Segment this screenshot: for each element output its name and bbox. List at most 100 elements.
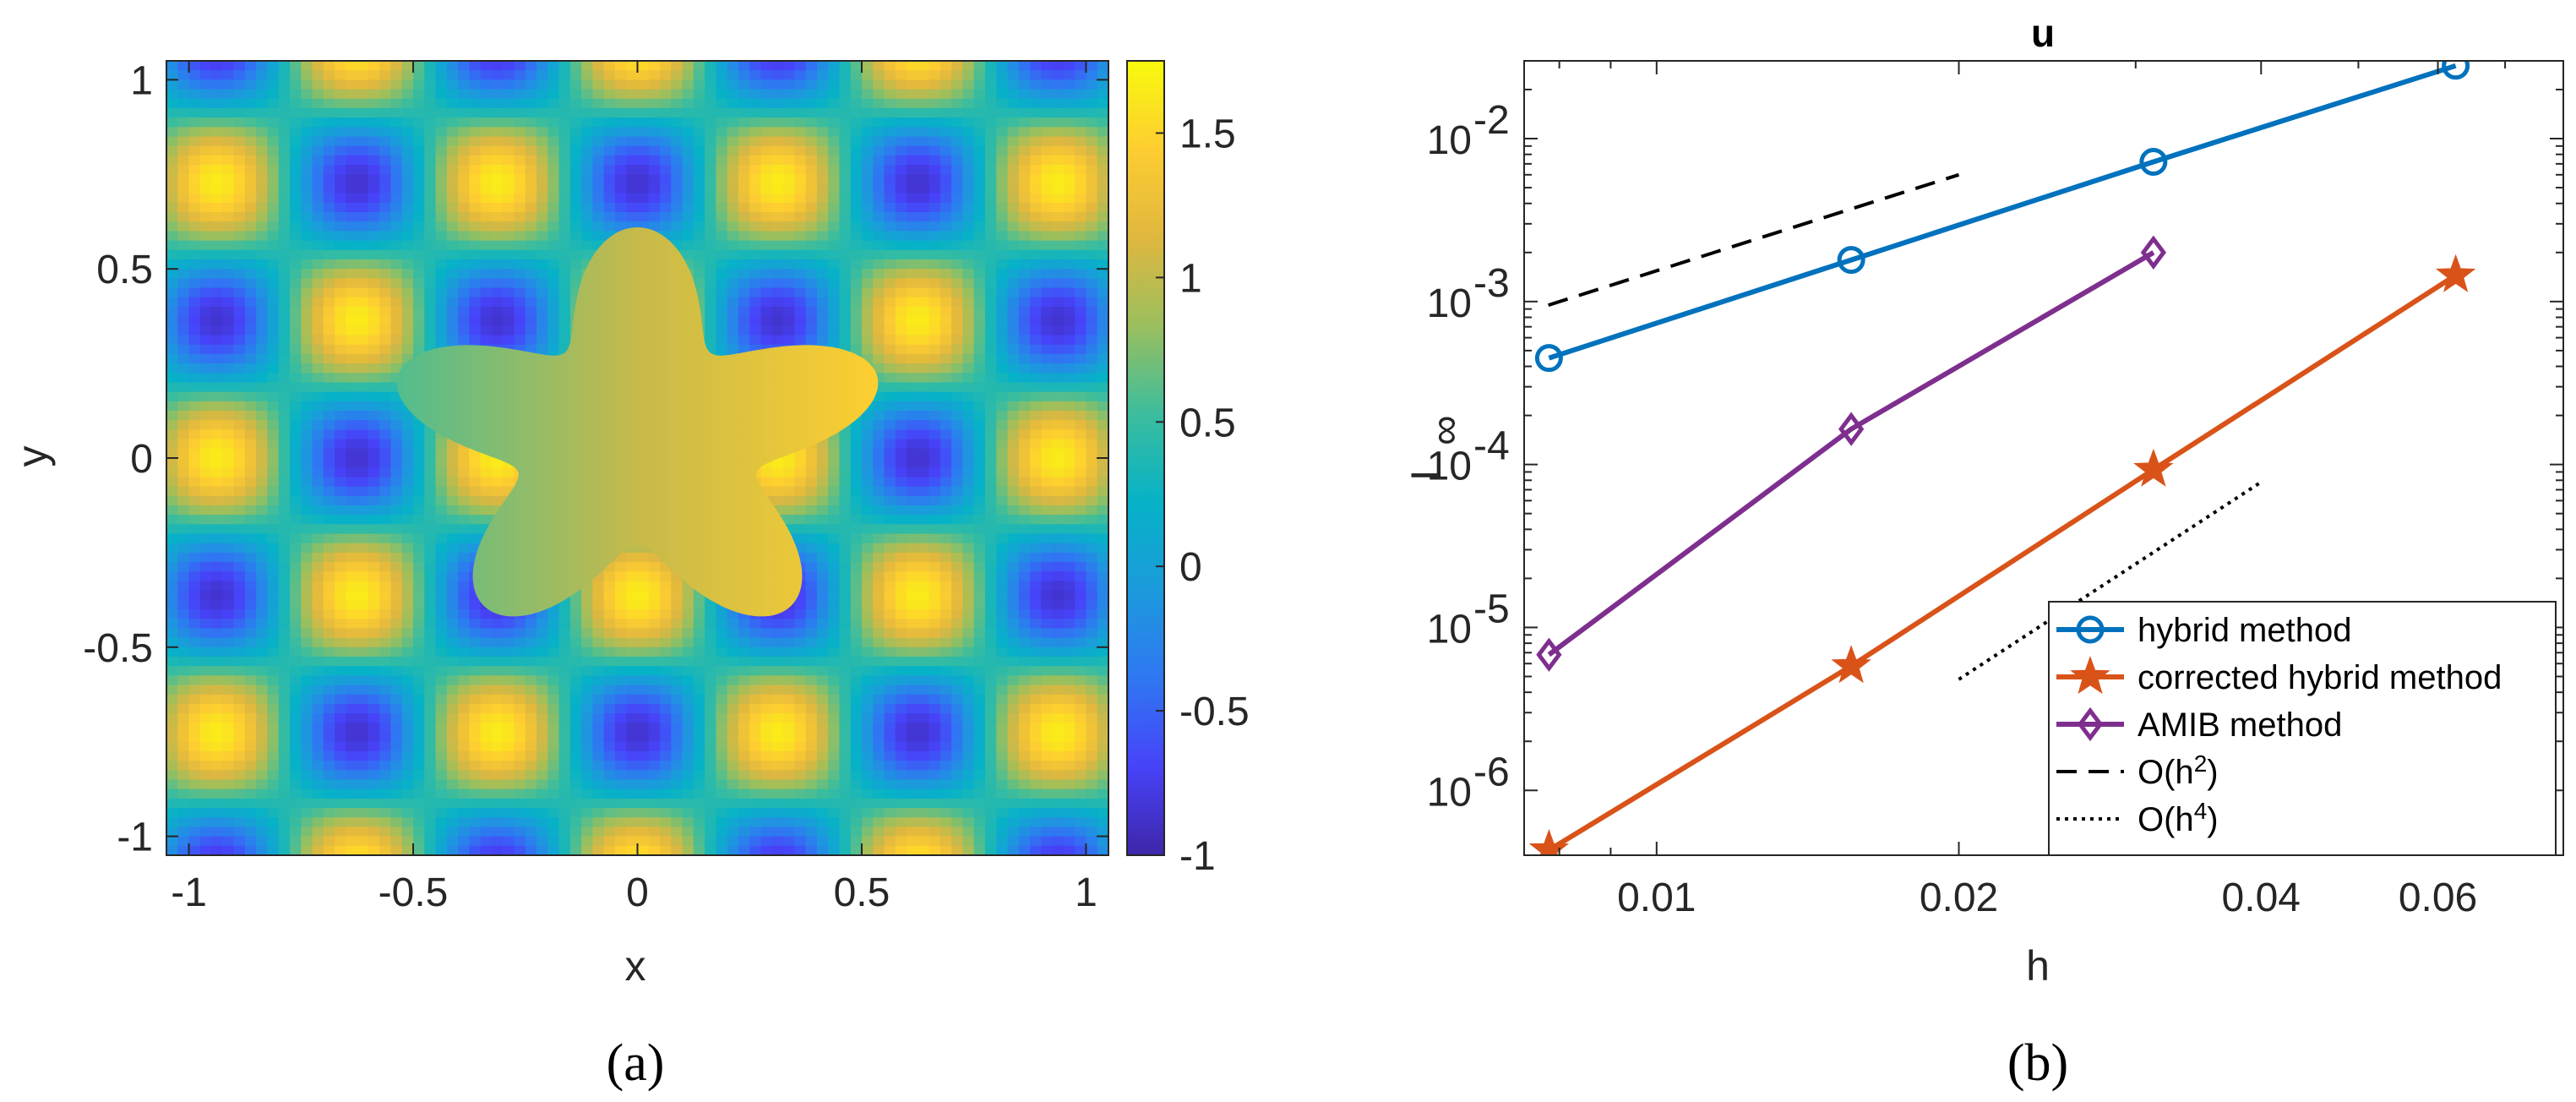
heatmap-cell: [244, 249, 257, 260]
heatmap-cell: [424, 713, 437, 723]
heatmap-cell: [256, 609, 269, 619]
heatmap-cell: [569, 713, 582, 723]
heatmap-cell: [401, 495, 414, 506]
heatmap-cell: [547, 817, 560, 828]
heatmap-cell: [188, 495, 201, 506]
heatmap-cell: [705, 732, 717, 743]
heatmap-cell: [760, 694, 773, 705]
heatmap-cell: [614, 117, 627, 128]
heatmap-cell: [278, 420, 291, 431]
heatmap-cell: [413, 694, 425, 705]
heatmap-cell: [805, 316, 818, 326]
heatmap-cell: [648, 552, 661, 563]
heatmap-cell: [648, 193, 661, 204]
heatmap-cell: [335, 382, 346, 393]
heatmap-cell: [290, 202, 302, 213]
heatmap-cell: [199, 325, 212, 336]
heatmap-cell: [626, 571, 639, 582]
heatmap-cell: [446, 694, 459, 705]
heatmap-cell: [816, 694, 829, 705]
heatmap-cell: [693, 798, 705, 809]
heatmap-cell: [716, 240, 728, 251]
heatmap-cell: [760, 212, 773, 222]
heatmap-cell: [716, 770, 728, 781]
heatmap-cell: [357, 420, 369, 431]
heatmap-cell: [491, 127, 504, 138]
heatmap-cell: [424, 552, 437, 563]
heatmap-cell: [323, 543, 335, 554]
heatmap-cell: [828, 79, 841, 90]
heatmap-cell: [199, 269, 212, 279]
heatmap-cell: [536, 287, 548, 298]
heatmap-cell: [749, 202, 762, 213]
heatmap-cell: [446, 269, 459, 279]
heatmap-cell: [290, 515, 302, 525]
heatmap-cell: [458, 581, 470, 592]
heatmap-cell: [491, 212, 504, 222]
heatmap-cell: [491, 165, 504, 175]
heatmap-cell: [222, 353, 235, 364]
heatmap-cell: [357, 713, 369, 723]
heatmap-cell: [413, 732, 425, 743]
heatmap-cell: [312, 107, 324, 118]
heatmap-cell: [301, 817, 313, 828]
heatmap-cell: [335, 533, 346, 544]
heatmap-cell: [368, 798, 380, 809]
heatmap-cell: [581, 61, 593, 71]
heatmap-cell: [525, 297, 537, 308]
heatmap-cell: [671, 202, 683, 213]
heatmap-cell: [301, 486, 313, 497]
heatmap-cell: [290, 316, 302, 326]
heatmap-cell: [233, 562, 246, 572]
heatmap-cell: [323, 458, 335, 468]
heatmap-cell: [390, 306, 403, 317]
heatmap-cell: [491, 732, 504, 743]
heatmap-cell: [805, 562, 818, 572]
heatmap-cell: [716, 836, 728, 847]
heatmap-cell: [177, 382, 190, 393]
heatmap-cell: [233, 136, 246, 147]
heatmap-cell: [614, 845, 627, 855]
heatmap-cell: [682, 750, 694, 761]
heatmap-cell: [435, 287, 448, 298]
heatmap-cell: [816, 145, 829, 156]
heatmap-cell: [290, 817, 302, 828]
heatmap-cell: [749, 174, 762, 185]
heatmap-cell: [166, 817, 178, 828]
heatmap-cell: [682, 637, 694, 648]
heatmap-cell: [357, 515, 369, 525]
heatmap-cell: [346, 155, 358, 166]
heatmap-cell: [346, 70, 358, 80]
heatmap-cell: [525, 628, 537, 639]
heatmap-cell: [244, 467, 257, 477]
heatmap-cell: [458, 278, 470, 289]
heatmap-cell: [805, 808, 818, 818]
heatmap-cell: [413, 628, 425, 639]
heatmap-cell: [760, 278, 773, 289]
heatmap-cell: [368, 723, 380, 734]
heatmap-cell: [446, 70, 459, 80]
heatmap-cell: [682, 145, 694, 156]
heatmap-cell: [177, 353, 190, 364]
heatmap-cell: [368, 98, 380, 109]
heatmap-cell: [637, 713, 650, 723]
heatmap-cell: [783, 486, 795, 497]
heatmap-cell: [290, 477, 302, 488]
heatmap-cell: [278, 439, 291, 450]
heatmap-cell: [435, 817, 448, 828]
heatmap-cell: [536, 770, 548, 781]
heatmap-cell: [503, 845, 515, 855]
heatmap-cell: [503, 231, 515, 242]
heatmap-cell: [760, 136, 773, 147]
heatmap-cell: [581, 750, 593, 761]
heatmap-cell: [626, 732, 639, 743]
heatmap-cell: [312, 486, 324, 497]
heatmap-cell: [614, 221, 627, 232]
heatmap-cell: [346, 713, 358, 723]
heatmap-cell: [290, 458, 302, 468]
heatmap-cell: [805, 495, 818, 506]
heatmap-cell: [267, 732, 280, 743]
heatmap-cell: [637, 145, 650, 156]
heatmap-cell: [424, 628, 437, 639]
heatmap-cell: [166, 127, 178, 138]
